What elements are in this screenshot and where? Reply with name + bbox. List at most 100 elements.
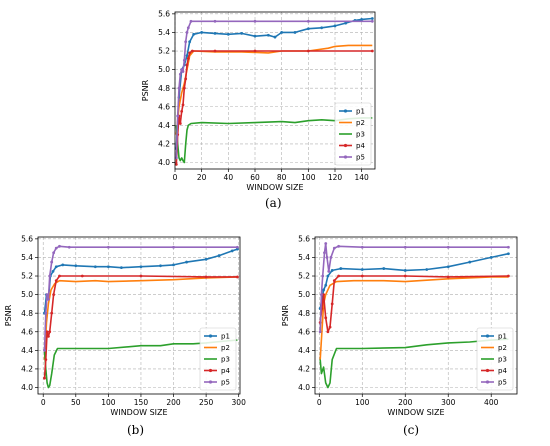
legend-label-p4: p4 bbox=[356, 142, 365, 150]
data-point-p1 bbox=[226, 32, 230, 36]
x-tick-label: 400 bbox=[484, 398, 499, 407]
data-point-p5 bbox=[327, 269, 331, 273]
y-tick-label: 5.6 bbox=[21, 234, 33, 243]
data-point-p1 bbox=[320, 26, 324, 30]
data-point-p1 bbox=[339, 267, 343, 270]
panel-label-c: (c) bbox=[403, 423, 420, 437]
series-line-p4 bbox=[319, 275, 509, 333]
data-point-p1 bbox=[293, 31, 297, 34]
y-tick-label: 5.4 bbox=[21, 253, 33, 262]
data-point-p1 bbox=[139, 265, 143, 269]
x-tick-label: 140 bbox=[355, 173, 370, 182]
legend-marker-p1 bbox=[208, 334, 213, 338]
data-point-p4 bbox=[184, 77, 188, 81]
y-axis-label: PSNR bbox=[281, 304, 290, 326]
y-tick-label: 5.0 bbox=[298, 290, 310, 299]
x-axis-label: WINDOW SIZE bbox=[246, 183, 303, 192]
legend-marker-p5 bbox=[343, 155, 348, 159]
data-point-p1 bbox=[159, 264, 162, 268]
plot-frame bbox=[174, 11, 376, 170]
data-point-p4 bbox=[507, 274, 510, 278]
y-tick-label: 4.4 bbox=[158, 121, 170, 130]
y-axis-label: PSNR bbox=[4, 304, 13, 326]
data-point-p5 bbox=[58, 244, 61, 248]
legend-marker-p5 bbox=[208, 380, 213, 384]
x-tick-label: 100 bbox=[101, 398, 116, 407]
legend-label-p1: p1 bbox=[221, 333, 230, 341]
data-point-p4 bbox=[44, 358, 48, 362]
legend-label-p5: p5 bbox=[356, 154, 365, 162]
data-point-p1 bbox=[188, 40, 192, 44]
data-point-p5 bbox=[185, 31, 189, 34]
y-tick-label: 4.0 bbox=[298, 383, 310, 392]
data-point-p4 bbox=[80, 274, 84, 278]
data-point-p1 bbox=[200, 31, 204, 34]
series-line-p2 bbox=[43, 276, 238, 360]
x-tick-label: 300 bbox=[441, 398, 456, 407]
legend-label-p2: p2 bbox=[221, 344, 230, 352]
series-line-p5 bbox=[319, 242, 509, 332]
data-point-p5 bbox=[186, 26, 190, 30]
data-point-p4 bbox=[52, 293, 56, 296]
y-tick-label: 5.2 bbox=[21, 272, 33, 281]
legend-label-p1: p1 bbox=[498, 333, 507, 341]
panel-label-a: (a) bbox=[265, 196, 282, 210]
data-point-p5 bbox=[323, 251, 326, 255]
legend-label-p3: p3 bbox=[356, 131, 365, 139]
data-point-p1 bbox=[489, 256, 493, 259]
data-point-p4 bbox=[185, 63, 189, 67]
data-point-p1 bbox=[360, 18, 364, 21]
y-tick-label: 4.0 bbox=[158, 158, 170, 167]
legend-label-p2: p2 bbox=[498, 344, 507, 352]
data-point-p5 bbox=[189, 19, 193, 23]
data-point-p1 bbox=[468, 260, 472, 264]
legend-label-p3: p3 bbox=[221, 356, 230, 364]
data-point-p1 bbox=[93, 265, 97, 269]
data-point-p4 bbox=[324, 316, 328, 320]
data-point-p1 bbox=[446, 265, 450, 269]
x-tick-label: 100 bbox=[301, 173, 316, 182]
data-point-p1 bbox=[192, 32, 196, 36]
data-point-p5 bbox=[50, 260, 54, 264]
series-line-p3 bbox=[43, 339, 238, 389]
legend: p1 p2 p3 p4 p5 bbox=[334, 102, 372, 166]
data-point-p1 bbox=[120, 266, 123, 270]
data-point-p1 bbox=[240, 31, 244, 35]
x-axis-label: WINDOW SIZE bbox=[110, 408, 167, 417]
data-point-p1 bbox=[61, 263, 65, 267]
data-point-p1 bbox=[266, 33, 270, 37]
data-point-p5 bbox=[67, 245, 71, 249]
data-point-p1 bbox=[213, 31, 217, 35]
data-point-p1 bbox=[382, 267, 386, 270]
data-point-p5 bbox=[253, 19, 257, 23]
y-tick-label: 4.6 bbox=[298, 327, 310, 336]
x-tick-label: 0 bbox=[173, 173, 178, 182]
plot-area bbox=[43, 244, 239, 389]
x-tick-label: 120 bbox=[328, 173, 343, 182]
x-axis-label: WINDOW SIZE bbox=[387, 408, 444, 417]
data-point-p5 bbox=[360, 245, 364, 249]
x-tick-label: 20 bbox=[197, 173, 207, 182]
data-point-p5 bbox=[329, 256, 333, 259]
data-point-p1 bbox=[280, 31, 284, 34]
y-tick-label: 4.6 bbox=[158, 102, 170, 111]
legend-label-p4: p4 bbox=[221, 367, 230, 375]
data-point-p4 bbox=[306, 49, 310, 53]
y-tick-label: 4.2 bbox=[158, 140, 170, 149]
data-point-p1 bbox=[425, 268, 429, 271]
data-point-p1 bbox=[403, 269, 407, 272]
data-point-p4 bbox=[50, 311, 54, 315]
data-point-p4 bbox=[332, 279, 336, 283]
y-tick-label: 4.8 bbox=[158, 84, 170, 93]
data-point-p4 bbox=[182, 86, 186, 90]
data-point-p1 bbox=[172, 263, 175, 267]
legend-label-p2: p2 bbox=[356, 119, 365, 127]
data-point-p5 bbox=[403, 245, 407, 249]
data-point-p4 bbox=[58, 274, 61, 278]
data-point-p5 bbox=[184, 40, 188, 44]
data-point-p4 bbox=[188, 51, 192, 55]
data-point-p5 bbox=[325, 256, 329, 259]
series-line-p3 bbox=[319, 338, 509, 389]
